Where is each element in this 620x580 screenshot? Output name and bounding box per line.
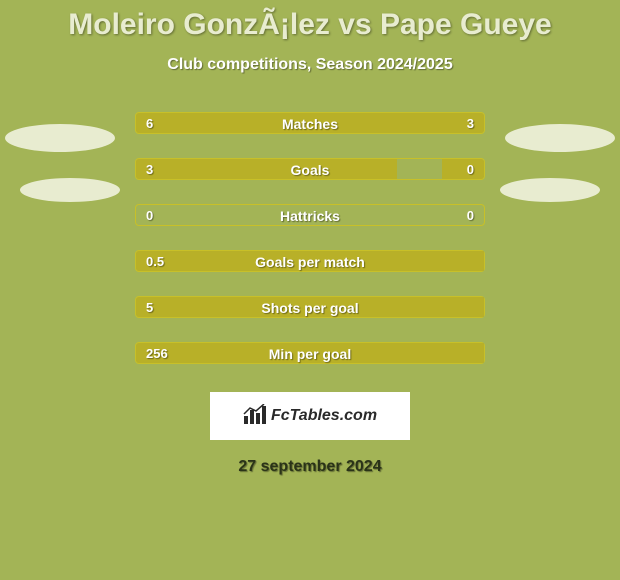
logo-text: FcTables.com bbox=[271, 407, 377, 425]
stat-row: 0.5 Goals per match bbox=[135, 250, 485, 272]
subtitle: Club competitions, Season 2024/2025 bbox=[0, 56, 620, 74]
decor-ellipse-right-1 bbox=[505, 124, 615, 152]
stat-row: 0 Hattricks 0 bbox=[135, 204, 485, 226]
stat-label: Hattricks bbox=[136, 205, 484, 225]
stat-row: 6 Matches 3 bbox=[135, 112, 485, 134]
stat-label: Shots per goal bbox=[136, 297, 484, 317]
stat-label: Goals bbox=[136, 159, 484, 179]
stat-val-right: 0 bbox=[467, 159, 474, 179]
stat-label: Matches bbox=[136, 113, 484, 133]
decor-ellipse-left-2 bbox=[20, 178, 120, 202]
page-title: Moleiro GonzÃ¡lez vs Pape Gueye bbox=[0, 0, 620, 42]
stat-label: Goals per match bbox=[136, 251, 484, 271]
date-label: 27 september 2024 bbox=[0, 458, 620, 476]
stat-row: 256 Min per goal bbox=[135, 342, 485, 364]
decor-ellipse-left-1 bbox=[5, 124, 115, 152]
stat-label: Min per goal bbox=[136, 343, 484, 363]
stat-row: 3 Goals 0 bbox=[135, 158, 485, 180]
stat-val-right: 3 bbox=[467, 113, 474, 133]
decor-ellipse-right-2 bbox=[500, 178, 600, 202]
logo-badge: FcTables.com bbox=[210, 392, 410, 440]
comparison-card: Moleiro GonzÃ¡lez vs Pape Gueye Club com… bbox=[0, 0, 620, 580]
stat-row: 5 Shots per goal bbox=[135, 296, 485, 318]
stats-container: 6 Matches 3 3 Goals 0 0 Hattricks 0 0.5 … bbox=[0, 112, 620, 364]
chart-icon bbox=[243, 404, 267, 429]
stat-val-right: 0 bbox=[467, 205, 474, 225]
